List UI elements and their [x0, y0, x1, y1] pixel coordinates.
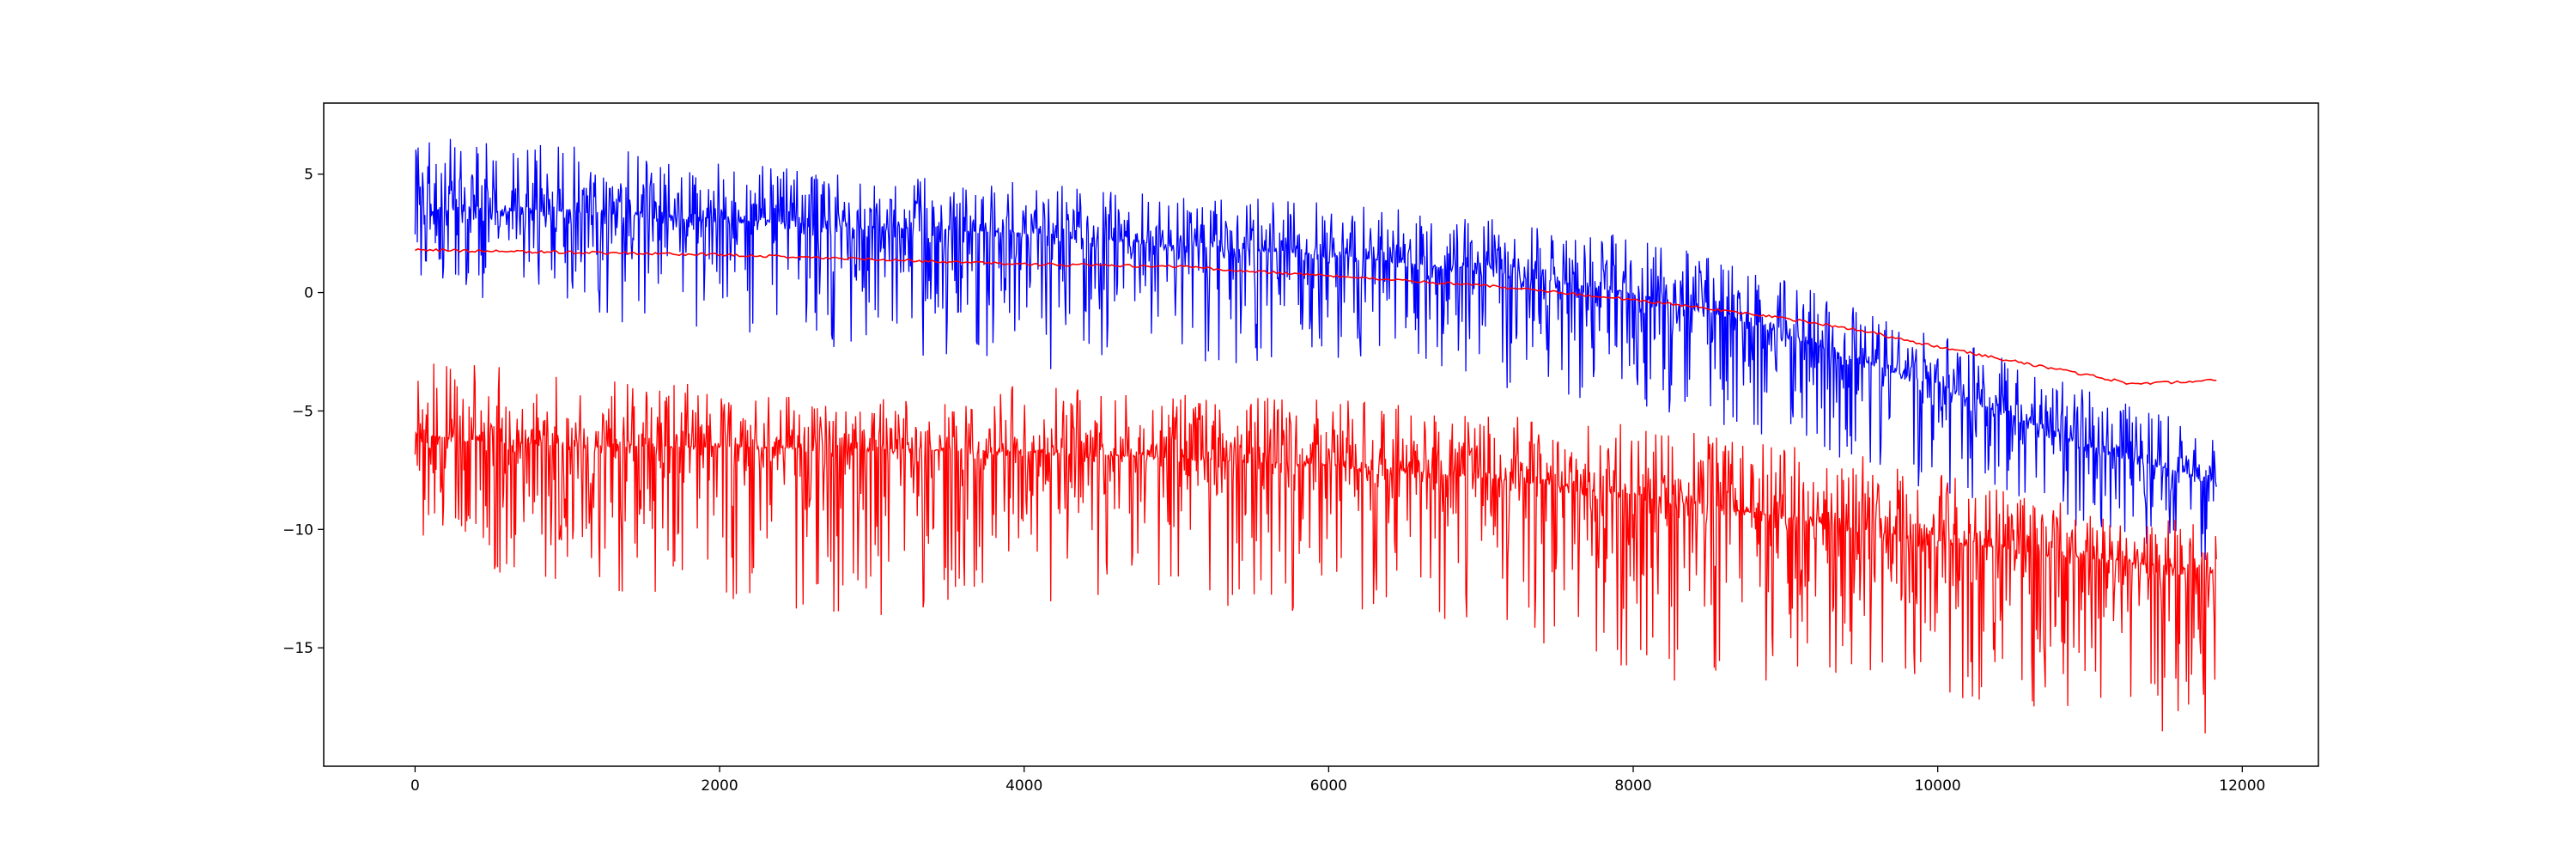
series-line-2 [414, 363, 2217, 734]
x-tick-label: 12000 [2219, 777, 2265, 795]
x-tick-label: 6000 [1310, 777, 1347, 795]
y-tick-label: 0 [304, 285, 313, 302]
y-tick-label: −5 [292, 403, 313, 420]
x-tick-label: 8000 [1614, 777, 1651, 795]
x-tick-label: 10000 [1915, 777, 1961, 795]
y-axis: 5 0 −5 −10 −15 [283, 167, 324, 657]
x-tick-label: 4000 [1005, 777, 1042, 795]
axes-frame [323, 102, 2319, 767]
y-tick-label: −15 [283, 640, 313, 657]
x-tick-label: 2000 [701, 777, 738, 795]
series-line-3 [415, 247, 2217, 386]
x-tick-label: 0 [410, 777, 420, 795]
x-axis: 0 2000 4000 6000 8000 10000 12000 [410, 766, 2265, 795]
y-tick-label: 5 [304, 167, 313, 184]
series-layer [414, 138, 2217, 734]
series-line-1 [414, 138, 2217, 561]
y-tick-label: −10 [283, 521, 313, 539]
